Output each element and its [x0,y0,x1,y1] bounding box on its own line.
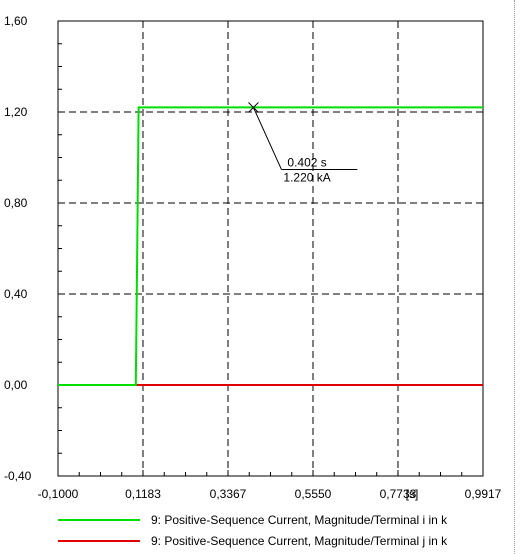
x-tick-label: 0,5550 [295,487,332,501]
x-tick-label: 0,1183 [125,487,161,501]
legend-label: 9: Positive-Sequence Current, Magnitude/… [151,534,448,548]
y-tick-label: 1,20 [4,105,28,119]
x-unit-label: [s] [406,487,419,501]
annotation-y-value: 1.220 kA [283,170,330,184]
x-tick-label: 0,3367 [210,487,247,501]
cursor-cross [248,102,259,113]
y-tick-label: 0,00 [4,378,28,392]
y-tick-label: -0,40 [4,469,32,483]
annotation-x-value: 0.402 s [287,155,326,169]
y-tick-label: 0,40 [4,287,28,301]
y-tick-label: 1,60 [4,14,28,28]
window-edge-rule [514,0,518,554]
x-tick-label: 0,9917 [465,487,502,501]
plot-area [57,20,484,477]
x-tick-label: 0,7733 [380,487,417,501]
y-tick-labels: -0,40 0,00 0,40 0,80 1,20 1,60 [4,14,32,483]
x-tick-label: -0,1000 [38,487,79,501]
cursor-annotation: 0.402 s1.220 kA [248,102,358,184]
x-tick-labels: -0,1000 0,1183 0,3367 0,5550 0,7733 0,9917 [38,487,502,501]
legend-label: 9: Positive-Sequence Current, Magnitude/… [151,513,448,527]
legend: 9: Positive-Sequence Current, Magnitude/… [58,513,448,548]
y-tick-label: 0,80 [4,196,28,210]
annotation-leader [252,107,282,170]
